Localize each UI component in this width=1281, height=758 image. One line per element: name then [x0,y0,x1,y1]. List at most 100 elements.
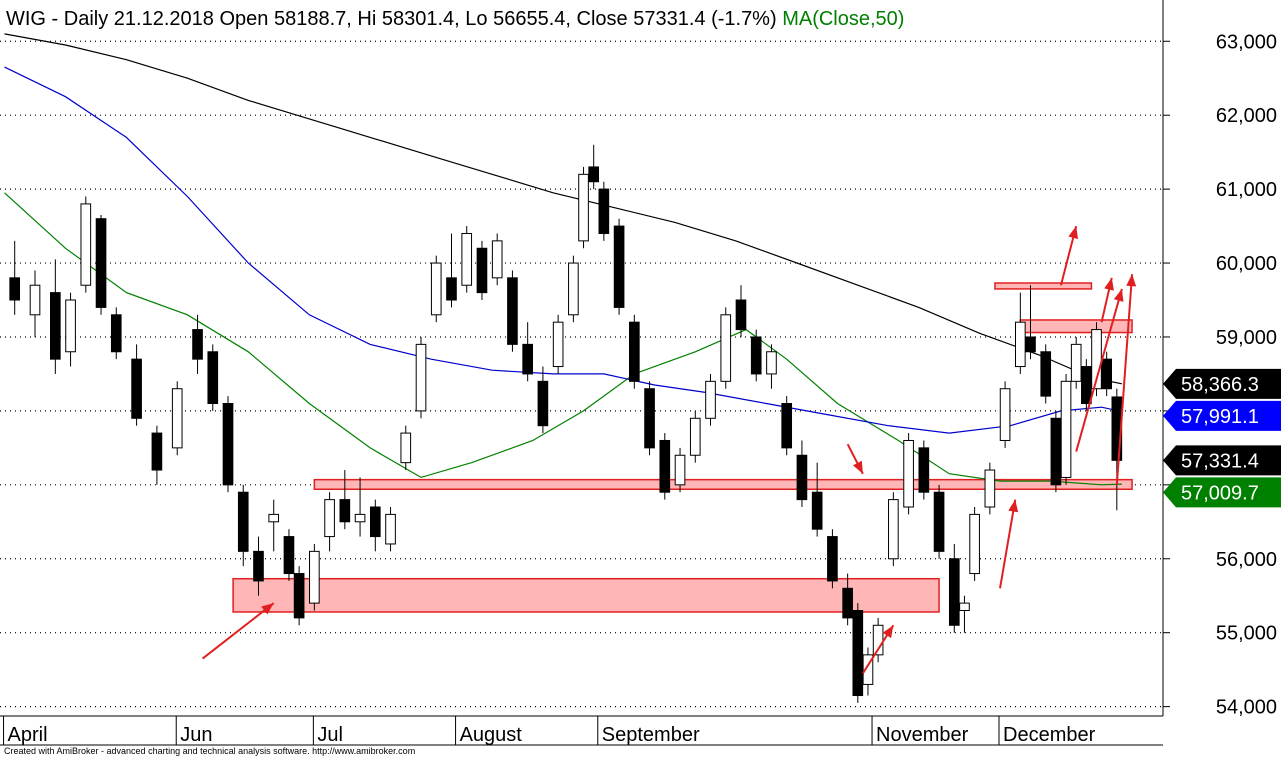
title-ma-label: MA(Close,50) [782,8,904,30]
candle-20 [339,470,351,530]
candle-24 [400,425,412,471]
candle-body-66 [999,388,1011,441]
candle-body-58 [888,499,899,560]
x-tick-label-6: December [1003,724,1096,746]
candle-body-51 [796,454,808,501]
candle-body-69 [1040,351,1052,397]
arrow-shaft-4 [1075,288,1123,452]
candle-body-50 [781,403,793,449]
title-close-value: 57331.4 [633,8,705,30]
value-tag-bg-3 [1163,477,1281,508]
candle-17 [293,566,305,626]
candle-2 [50,259,61,374]
candle-body-60 [918,447,930,493]
candlesticks [9,144,1123,703]
x-tick-label-2: Jul [317,724,343,746]
arrow-shaft-3 [999,499,1017,589]
candle-body-19 [324,499,335,538]
arrow-2 [846,443,864,475]
candle-46 [720,307,732,389]
candle-56 [862,647,874,696]
candle-body-9 [171,388,183,449]
candle-body-42 [659,439,671,493]
candle-65 [984,462,996,515]
candle-body-16 [283,536,295,575]
arrow-7 [1115,274,1137,485]
candle-41 [644,381,655,456]
value-tags: 58,366.3 57,991.1 57,331.4 57,009.7 [1163,368,1281,508]
candle-60 [918,440,930,500]
x-tick-label-1: Jun [180,724,212,746]
candle-body-29 [476,247,488,294]
candle-body-59 [903,439,914,508]
value-tag-bg-0 [1163,368,1281,399]
value-tag-0: 58,366.3 [1163,368,1281,399]
value-tag-bg-1 [1163,400,1281,431]
candle-30 [491,233,503,286]
x-tick-label-4: September [602,724,700,746]
support-zone-57000 [313,478,1133,491]
value-tag-3: 57,009.7 [1163,477,1281,508]
arrow-head-0 [261,603,274,615]
candle-51 [796,440,808,508]
candle-body-44 [689,417,701,456]
candle-25 [415,336,427,419]
candle-6 [110,307,122,360]
candle-52 [811,462,823,537]
candle-28 [461,226,473,293]
arrow-head-3 [1008,499,1019,513]
y-tick-label-8: 62,000 [1216,105,1277,127]
candle-body-37 [588,166,600,183]
x-tick-label-0: April [8,724,48,746]
arrow-head-7 [1126,274,1137,287]
candle-body-41 [644,388,655,449]
y-tick-label-9: 63,000 [1216,31,1277,53]
ma-line-0 [4,192,1122,486]
candle-body-64 [969,513,980,575]
candle-69 [1040,344,1052,404]
candle-10 [192,314,203,374]
arrow-head-1 [882,625,894,639]
support-zone-low [232,577,940,613]
candle-33 [537,366,549,434]
candle-body-7 [131,358,142,419]
value-tag-2: 57,331.4 [1163,445,1281,476]
y-tick-label-7: 61,000 [1216,179,1277,201]
candle-42 [659,433,671,500]
candle-75 [1101,351,1112,397]
candle-body-27 [446,277,457,301]
value-tag-bg-2 [1163,445,1281,476]
candle-body-65 [984,469,996,508]
candle-44 [689,410,701,463]
candle-body-22 [369,506,381,538]
arrow-3 [999,499,1019,589]
candle-body-28 [461,232,473,286]
candle-body-8 [151,432,163,471]
x-tick-label-5: November [876,724,969,746]
candle-14 [253,536,264,596]
candle-body-26 [430,262,442,316]
value-tag-label-0: 58,366.3 [1181,374,1259,396]
y-tick-label-5: 59,000 [1216,327,1277,349]
arrow-head-2 [852,460,863,474]
candle-body-49 [766,351,777,375]
candle-body-3 [65,299,76,353]
candle-body-43 [674,454,686,486]
candle-body-11 [207,351,219,405]
candle-body-10 [192,329,203,360]
candle-45 [705,373,716,426]
chart-title: WIG - Daily 21.12.2018 Open 58188.7, Hi … [6,8,904,30]
candle-36 [578,166,589,249]
ma-line-1 [4,66,1123,434]
candle-body-33 [537,380,549,427]
candle-body-34 [552,321,564,368]
candle-body-55 [852,610,864,697]
arrow-4 [1075,288,1124,452]
y-tick-label-0: 54,000 [1216,697,1277,719]
zones [232,282,1133,613]
title-lo-label: Lo [465,8,487,30]
candle-64 [969,507,980,581]
title-date: 21.12.2018 [114,8,214,30]
candle-body-24 [400,432,412,464]
